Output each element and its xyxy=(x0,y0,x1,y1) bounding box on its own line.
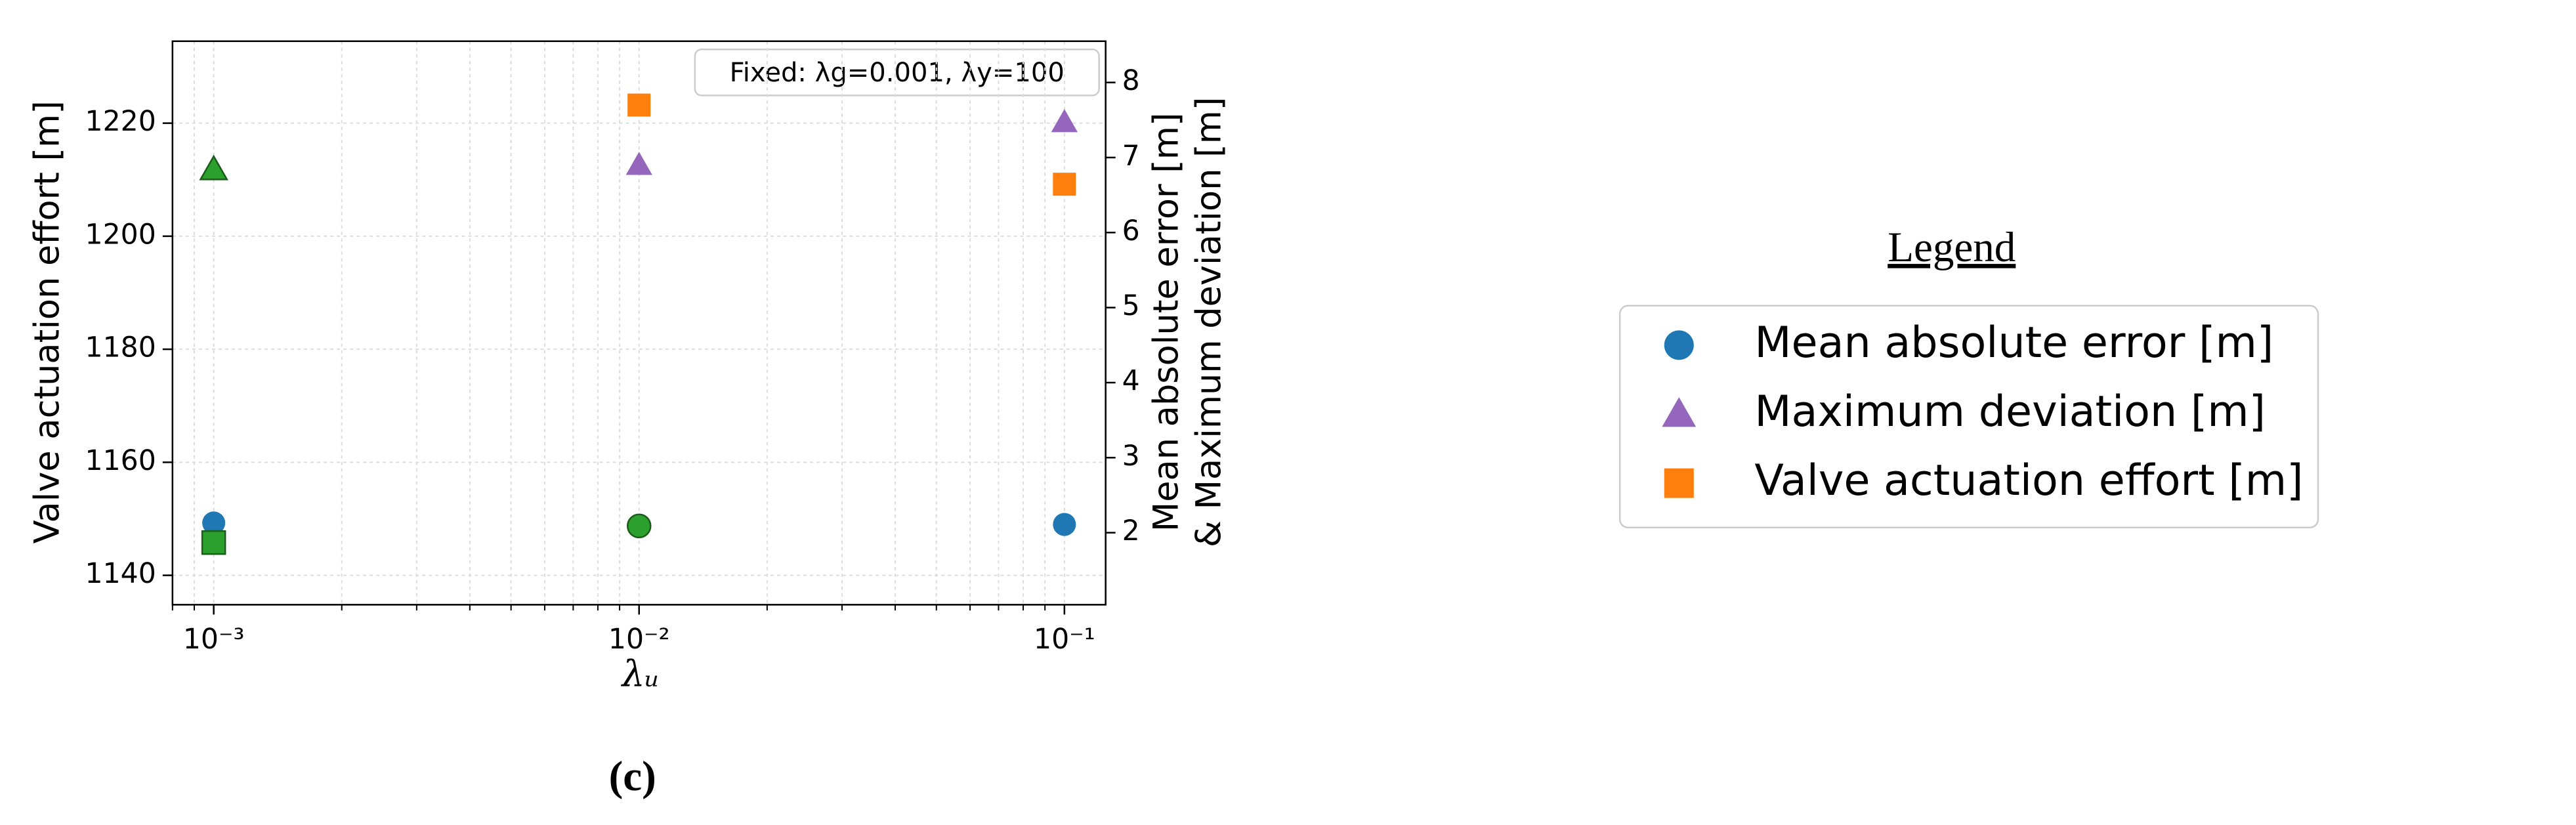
annotation: Fixed: λg=0.001, λy=100 xyxy=(730,58,1065,88)
y2-tick-label: 6 xyxy=(1122,215,1140,247)
legend-marker xyxy=(1662,397,1697,427)
data-point xyxy=(625,152,652,175)
legend-title: Legend xyxy=(1888,224,2016,271)
y-axis-label: Valve actuation effort [m] xyxy=(28,100,68,543)
y2-tick-label: 4 xyxy=(1122,365,1140,397)
y2-axis-label: Mean absolute error [m] xyxy=(1146,113,1186,532)
y2-axis-label: & Maximum deviation [m] xyxy=(1189,97,1229,547)
data-point xyxy=(202,511,226,535)
y-tick-label: 1140 xyxy=(85,558,156,590)
legend-marker xyxy=(1664,468,1694,498)
data-point xyxy=(1053,513,1076,536)
x-tick-label: 10⁻³ xyxy=(183,624,245,656)
y-tick-label: 1220 xyxy=(85,106,156,138)
y2-tick-label: 5 xyxy=(1122,290,1140,322)
y-tick-label: 1180 xyxy=(85,332,156,364)
x-tick-label: 10⁻² xyxy=(608,624,670,656)
data-point xyxy=(627,93,651,117)
y2-tick-label: 8 xyxy=(1122,65,1140,97)
data-point xyxy=(1053,173,1076,196)
legend-marker xyxy=(1664,330,1694,360)
data-point xyxy=(201,530,226,555)
caption: (c) xyxy=(609,753,656,800)
y-tick-label: 1160 xyxy=(85,445,156,477)
plot-frame xyxy=(171,40,1107,606)
legend-label: Valve actuation effort [m] xyxy=(1754,456,2303,505)
data-point xyxy=(626,513,652,539)
y2-tick-label: 7 xyxy=(1122,140,1140,172)
data-point xyxy=(199,154,228,180)
y2-tick-label: 2 xyxy=(1122,515,1140,547)
y2-tick-label: 3 xyxy=(1122,440,1140,473)
legend-label: Mean absolute error [m] xyxy=(1754,318,2273,368)
legend-box xyxy=(1618,305,2319,528)
x-tick-label: 10⁻¹ xyxy=(1034,624,1095,656)
data-point xyxy=(1051,109,1078,133)
legend-label: Maximum deviation [m] xyxy=(1754,387,2266,436)
x-axis-label: λᵤ xyxy=(621,653,660,695)
y-tick-label: 1200 xyxy=(85,219,156,251)
